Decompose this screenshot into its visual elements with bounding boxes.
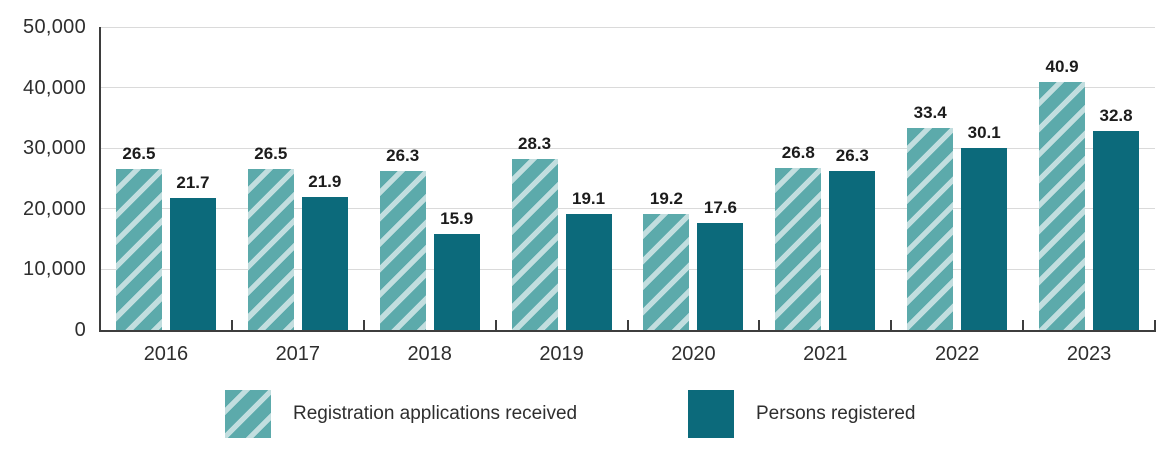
bar-value-label: 26.3 [386, 145, 420, 165]
bar-2020-hatched [643, 213, 690, 330]
bar-value-label: 32.8 [1099, 106, 1133, 126]
bar-value-label: 40.9 [1045, 57, 1079, 77]
legend-label-applications: Registration applications received [293, 403, 578, 424]
bar-2023-solid [1093, 131, 1140, 330]
bar-value-label: 17.6 [703, 198, 737, 218]
x-axis-tick [758, 320, 761, 330]
x-axis-label-2016: 2016 [143, 343, 189, 365]
gridline-50,000 [100, 26, 1155, 28]
gridline-40,000 [100, 87, 1155, 89]
bar-value-label: 19.2 [649, 188, 683, 208]
bar-2020-solid [697, 223, 744, 330]
x-axis-label-2023: 2023 [1066, 343, 1112, 365]
bar-2021-solid [829, 170, 876, 330]
x-axis-label-2021: 2021 [803, 343, 848, 365]
bar-2023-hatched [1039, 82, 1086, 330]
x-axis-tick [890, 320, 893, 330]
x-axis-label-2018: 2018 [407, 343, 452, 365]
bar-value-label: 28.3 [518, 133, 552, 153]
bar-2019-hatched [511, 158, 558, 330]
legend-label-registered: Persons registered [756, 403, 916, 424]
bar-2022-solid [961, 147, 1008, 330]
gridline-10,000 [100, 268, 1155, 270]
y-axis-tick-label: 20,000 [23, 197, 86, 220]
bar-2022-hatched [907, 127, 954, 330]
y-axis-tick-label: 10,000 [23, 258, 86, 281]
gridline-20,000 [100, 208, 1155, 210]
x-axis-tick [626, 320, 629, 330]
chart-legend: Registration applications received Perso… [0, 388, 1170, 440]
y-axis-tick-label: 40,000 [23, 76, 86, 99]
bar-2016-hatched [115, 169, 162, 330]
bar-2017-solid [301, 197, 348, 330]
bar-value-label: 26.3 [835, 145, 869, 165]
x-axis-label-2022: 2022 [934, 343, 980, 365]
x-axis-label-2020: 2020 [671, 343, 716, 365]
bar-value-label: 33.4 [913, 102, 947, 122]
bar-value-label: 26.8 [781, 142, 815, 162]
bar-2017-hatched [247, 169, 294, 330]
bar-value-label: 15.9 [440, 208, 474, 228]
bar-2018-solid [433, 233, 480, 330]
gridline-30,000 [100, 147, 1155, 149]
y-axis-tick-label: 0 [74, 319, 86, 341]
bar-value-label: 30.1 [967, 122, 1001, 142]
bar-value-label: 19.1 [572, 189, 606, 209]
x-axis-tick [362, 320, 365, 330]
bar-value-label: 21.7 [176, 173, 210, 193]
y-axis-line [99, 27, 101, 332]
x-axis-tick [1154, 320, 1156, 330]
x-axis-tick [1022, 320, 1025, 330]
legend-swatch-hatched [225, 390, 271, 438]
y-axis-tick-label: 30,000 [23, 137, 86, 160]
bar-2019-solid [565, 214, 612, 330]
bar-value-label: 26.5 [254, 144, 288, 164]
bar-2018-hatched [379, 170, 426, 330]
bar-2016-solid [169, 198, 216, 330]
bar-value-label: 26.5 [122, 144, 156, 164]
bar-2021-hatched [775, 167, 822, 330]
y-axis-tick-label: 50,000 [23, 16, 86, 38]
x-axis-label-2019: 2019 [539, 343, 584, 365]
x-axis-label-2017: 2017 [275, 343, 321, 365]
bar-value-label: 21.9 [308, 172, 342, 192]
x-axis-tick [230, 320, 233, 330]
x-axis-tick [494, 320, 497, 330]
x-axis-line [99, 330, 1156, 332]
legend-swatch-solid [688, 390, 734, 438]
